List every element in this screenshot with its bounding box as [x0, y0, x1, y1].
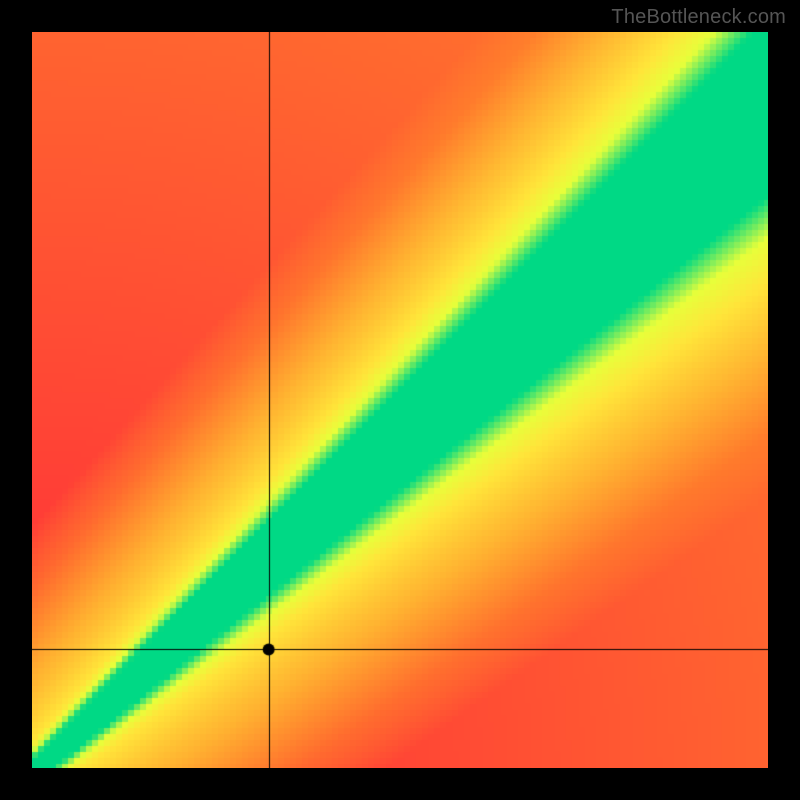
- attribution-text: TheBottleneck.com: [611, 6, 786, 29]
- chart-container: TheBottleneck.com: [0, 0, 800, 800]
- bottleneck-heatmap: [32, 32, 768, 768]
